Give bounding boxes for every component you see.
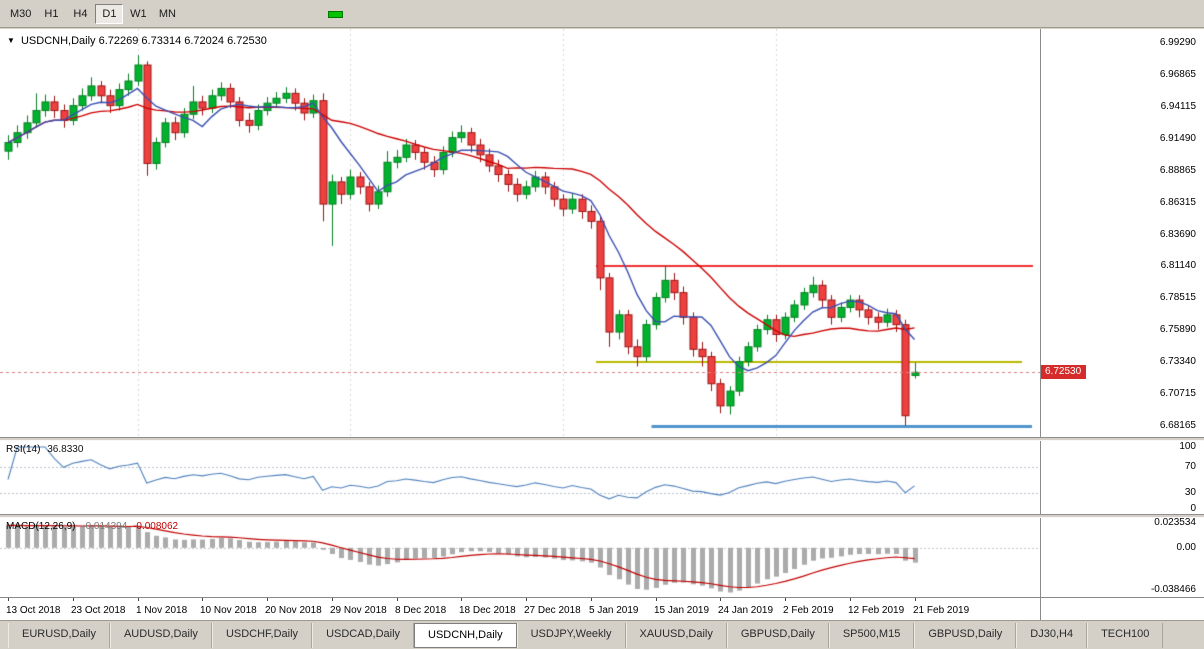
- macd-axis-label: 0.00: [1176, 541, 1196, 553]
- chart-menu-arrow-icon[interactable]: ▼: [7, 36, 15, 45]
- axis-corner-line: [1040, 598, 1041, 620]
- date-axis[interactable]: 13 Oct 2018 23 Oct 2018 1 Nov 2018 10 Nov 2…: [0, 597, 1204, 620]
- price-axis-label: 6.75890: [1159, 324, 1196, 336]
- macd-title: MACD(12,26,9) -0.014394 -0.008062: [6, 521, 178, 532]
- symbol-tab-xauusd-daily[interactable]: XAUUSD,Daily: [625, 622, 727, 648]
- date-tick: [850, 598, 851, 601]
- price-axis-label: 6.70715: [1159, 388, 1196, 400]
- date-axis-label: 2 Feb 2019: [783, 605, 834, 616]
- price-axis-label: 6.94115: [1160, 100, 1196, 112]
- green-status-indicator: [328, 11, 343, 18]
- symbol-tab-usdchf-daily[interactable]: USDCHF,Daily: [211, 622, 313, 648]
- price-axis-label: 6.91490: [1159, 132, 1196, 144]
- date-tick: [591, 598, 592, 601]
- timeframe-button-m30[interactable]: M30: [10, 7, 32, 20]
- macd-chart-canvas[interactable]: [0, 518, 1040, 597]
- date-axis-label: 12 Feb 2019: [848, 605, 905, 616]
- date-axis-label: 8 Dec 2018: [395, 605, 447, 616]
- panel-separator[interactable]: [0, 514, 1204, 518]
- main-chart-panel: 6.99290 6.96865 6.94115 6.91490 6.88865 6.863…: [0, 29, 1204, 437]
- macd-panel: 0.023534 0.00 -0.038466 MACD(12,26,9) -0.0…: [0, 518, 1204, 597]
- price-axis-label: 6.78515: [1159, 292, 1196, 304]
- timeframe-button-mn[interactable]: MN: [158, 7, 176, 20]
- chart-ohlc-values: 6.72269 6.73314 6.72024 6.72530: [98, 35, 267, 47]
- date-axis-label: 10 Nov 2018: [200, 605, 257, 616]
- rsi-axis[interactable]: 100 70 30 0: [1040, 441, 1204, 514]
- symbol-tab-usdcnh-daily[interactable]: USDCNH,Daily: [414, 622, 517, 648]
- rsi-chart-canvas[interactable]: [0, 441, 1040, 514]
- date-tick: [461, 598, 462, 601]
- date-tick: [720, 598, 721, 601]
- date-tick: [267, 598, 268, 601]
- timeframe-buttons: M30 H1 H4 D1 W1 MN: [5, 3, 182, 24]
- rsi-value: 36.8330: [47, 444, 84, 455]
- symbol-tab-audusd-daily[interactable]: AUDUSD,Daily: [109, 622, 212, 648]
- price-axis-label: 6.88865: [1159, 164, 1196, 176]
- symbol-tab-eurusd-daily[interactable]: EURUSD,Daily: [8, 622, 110, 648]
- price-axis-label: 6.68165: [1159, 420, 1196, 431]
- symbol-tab-sp500-m15[interactable]: SP500,M15: [828, 622, 915, 648]
- panel-separator[interactable]: [0, 437, 1204, 441]
- symbol-tab-gbpusd-daily[interactable]: GBPUSD,Daily: [726, 622, 829, 648]
- timeframe-button-w1[interactable]: W1: [130, 7, 147, 20]
- date-axis-label: 18 Dec 2018: [459, 605, 516, 616]
- rsi-panel: 100 70 30 0 RSI(14) 36.8330: [0, 441, 1204, 514]
- date-tick: [785, 598, 786, 601]
- timeframe-button-h4[interactable]: H4: [73, 7, 88, 20]
- macd-axis-label: -0.038466: [1150, 584, 1196, 595]
- date-tick: [656, 598, 657, 601]
- date-axis-label: 24 Jan 2019: [718, 605, 774, 616]
- macd-label: MACD(12,26,9): [6, 521, 76, 532]
- date-tick: [138, 598, 139, 601]
- date-tick: [73, 598, 74, 601]
- date-axis-label: 1 Nov 2018: [136, 605, 188, 616]
- rsi-axis-label: 100: [1179, 441, 1196, 452]
- date-axis-label: 23 Oct 2018: [71, 605, 126, 616]
- timeframe-button-h1[interactable]: H1: [44, 7, 59, 20]
- price-axis-label: 6.86315: [1159, 196, 1196, 208]
- macd-axis[interactable]: 0.023534 0.00 -0.038466: [1040, 518, 1204, 597]
- symbol-tab-tech100[interactable]: TECH100: [1087, 622, 1164, 648]
- rsi-label: RSI(14): [6, 444, 41, 455]
- date-tick: [526, 598, 527, 601]
- current-price-badge: 6.72530: [1041, 365, 1087, 380]
- macd-signal-value: -0.008062: [133, 521, 179, 532]
- date-axis-label: 20 Nov 2018: [265, 605, 322, 616]
- date-axis-label: 15 Jan 2019: [654, 605, 710, 616]
- price-axis-label: 6.83690: [1159, 228, 1196, 240]
- symbol-tab-usdjpy-weekly[interactable]: USDJPY,Weekly: [516, 622, 626, 648]
- date-tick: [915, 598, 916, 601]
- date-axis-label: 21 Feb 2019: [913, 605, 970, 616]
- date-tick: [202, 598, 203, 601]
- price-axis-label: 6.99290: [1159, 37, 1196, 48]
- date-axis-label: 5 Jan 2019: [589, 605, 639, 616]
- chart-symbol-label: USDCNH,Daily: [20, 35, 96, 47]
- rsi-title: RSI(14) 36.8330: [6, 444, 83, 455]
- symbol-tab-dj30-h4[interactable]: DJ30,H4: [1016, 622, 1088, 648]
- macd-axis-label: 0.023534: [1154, 517, 1196, 528]
- date-tick: [8, 598, 9, 601]
- macd-value: -0.014394: [82, 521, 128, 532]
- date-axis-label: 29 Nov 2018: [330, 605, 387, 616]
- price-axis-label: 6.81140: [1160, 260, 1196, 272]
- timeframe-toolbar: M30 H1 H4 D1 W1 MN: [0, 0, 1204, 28]
- symbol-tab-usdcad-daily[interactable]: USDCAD,Daily: [312, 622, 415, 648]
- date-tick: [332, 598, 333, 601]
- rsi-axis-label: 30: [1184, 486, 1196, 498]
- date-axis-label: 13 Oct 2018: [6, 605, 61, 616]
- price-axis-label: 6.96865: [1159, 68, 1196, 80]
- symbol-tab-gbpusd-daily[interactable]: GBPUSD,Daily: [914, 622, 1017, 648]
- symbol-tabs: EURUSD,Daily AUDUSD,Daily USDCHF,Daily USDC…: [8, 622, 1164, 648]
- chart-window: 6.99290 6.96865 6.94115 6.91490 6.88865 6.863…: [0, 29, 1204, 620]
- main-chart-canvas[interactable]: [0, 29, 1040, 437]
- rsi-axis-label: 70: [1184, 460, 1196, 472]
- symbol-tab-bar: EURUSD,Daily AUDUSD,Daily USDCHF,Daily USDC…: [0, 620, 1204, 649]
- price-axis-label: 6.73340: [1159, 356, 1196, 368]
- chart-title: ▼ USDCNH,Daily 6.72269 6.73314 6.72024 6…: [7, 35, 267, 47]
- timeframe-button-d1[interactable]: D1: [95, 3, 124, 24]
- date-tick: [397, 598, 398, 601]
- rsi-axis-label: 0: [1190, 503, 1196, 514]
- date-axis-label: 27 Dec 2018: [524, 605, 581, 616]
